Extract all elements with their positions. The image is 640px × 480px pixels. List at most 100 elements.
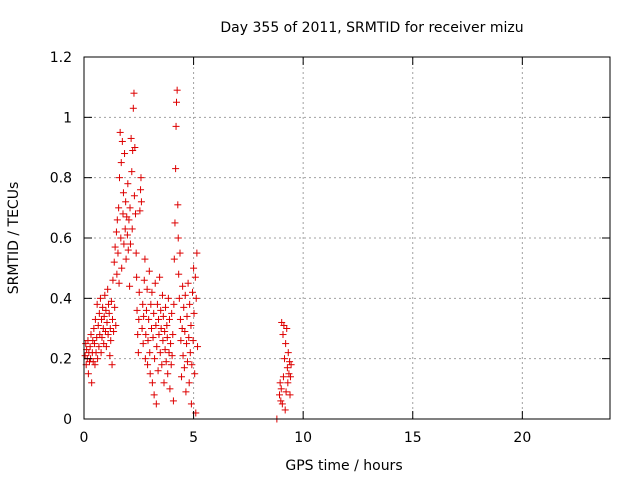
data-point <box>156 349 164 357</box>
data-point <box>130 89 138 97</box>
data-point <box>166 385 174 393</box>
data-point <box>110 328 118 336</box>
data-point <box>146 349 154 357</box>
data-point <box>277 397 285 405</box>
data-point <box>116 128 124 136</box>
data-point <box>140 312 148 320</box>
data-point <box>106 352 114 360</box>
data-point <box>169 331 177 339</box>
data-point <box>281 406 289 414</box>
y-axis-label: SRMTID / TECUs <box>6 182 22 295</box>
data-point <box>115 279 123 287</box>
data-point <box>183 312 191 320</box>
data-point <box>124 246 132 254</box>
data-point <box>113 270 121 278</box>
data-point <box>190 309 198 317</box>
data-point <box>175 270 183 278</box>
data-point <box>284 349 292 357</box>
data-point <box>145 315 153 323</box>
data-point <box>168 309 176 317</box>
data-point <box>91 340 99 348</box>
data-point <box>101 291 109 299</box>
data-point <box>191 273 199 281</box>
data-point <box>108 361 116 369</box>
x-tick-label: 5 <box>189 430 198 446</box>
data-point <box>187 321 195 329</box>
data-point <box>157 325 165 332</box>
data-point <box>89 337 97 345</box>
data-point <box>122 198 130 206</box>
data-point <box>141 355 149 363</box>
data-point <box>279 373 287 381</box>
y-tick-label: 0.2 <box>50 352 72 368</box>
data-point <box>176 249 184 257</box>
axis-ticks: 0 0.2 0.4 0.6 0.8 1 1.2 0 5 10 15 20 <box>50 50 610 446</box>
data-point <box>123 231 131 239</box>
data-point <box>132 210 140 218</box>
data-point <box>112 228 120 236</box>
data-point <box>161 346 169 354</box>
data-point <box>142 306 150 314</box>
data-point <box>126 204 134 212</box>
data-point <box>150 309 158 317</box>
data-point <box>161 328 169 336</box>
data-point <box>150 391 158 399</box>
data-point <box>188 288 196 296</box>
y-tick-label: 1.2 <box>50 50 72 66</box>
data-point <box>164 294 172 302</box>
data-point <box>97 349 105 357</box>
data-point <box>107 297 115 305</box>
data-point <box>192 294 200 302</box>
y-tick-label: 0.6 <box>50 231 72 247</box>
data-point <box>171 219 179 227</box>
data-point <box>277 385 285 393</box>
data-point <box>118 264 126 272</box>
chart-title: Day 355 of 2011, SRMTID for receiver miz… <box>220 20 523 36</box>
data-point <box>156 273 164 281</box>
data-point <box>183 358 191 366</box>
data-point <box>155 331 163 339</box>
data-point <box>109 276 117 284</box>
data-point <box>165 349 173 357</box>
data-point <box>286 373 294 381</box>
grid <box>84 57 610 419</box>
data-point <box>172 165 180 173</box>
data-point <box>133 306 141 314</box>
data-point <box>121 150 129 158</box>
data-point <box>158 291 166 299</box>
data-point <box>119 189 127 197</box>
data-point <box>95 343 103 351</box>
data-point <box>167 361 175 369</box>
data-point <box>159 312 167 320</box>
data-point <box>189 337 197 345</box>
data-point <box>179 282 187 290</box>
data-point <box>111 243 119 251</box>
data-point <box>183 340 191 348</box>
data-point <box>145 267 153 275</box>
data-point <box>152 400 160 408</box>
x-tick-label: 10 <box>294 430 312 446</box>
data-point <box>126 240 134 248</box>
x-tick-label: 0 <box>80 430 89 446</box>
data-point <box>93 300 101 308</box>
data-point <box>281 355 289 363</box>
data-point <box>162 358 170 366</box>
data-point <box>132 249 140 257</box>
data-point <box>173 86 181 94</box>
data-point <box>110 258 118 266</box>
data-point <box>88 379 96 387</box>
data-point <box>131 144 139 151</box>
data-point <box>144 361 152 369</box>
data-point <box>176 315 184 323</box>
data-point <box>130 192 138 200</box>
data-point <box>127 134 135 142</box>
y-tick-label: 1 <box>63 110 72 126</box>
data-point <box>115 204 123 212</box>
data-point <box>86 343 94 351</box>
data-point <box>178 373 186 381</box>
data-point <box>172 98 180 106</box>
data-point <box>137 174 145 182</box>
data-point <box>174 234 182 242</box>
data-point <box>89 358 97 366</box>
